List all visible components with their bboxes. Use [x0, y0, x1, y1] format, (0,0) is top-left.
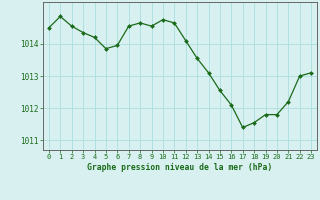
X-axis label: Graphe pression niveau de la mer (hPa): Graphe pression niveau de la mer (hPa) — [87, 163, 273, 172]
